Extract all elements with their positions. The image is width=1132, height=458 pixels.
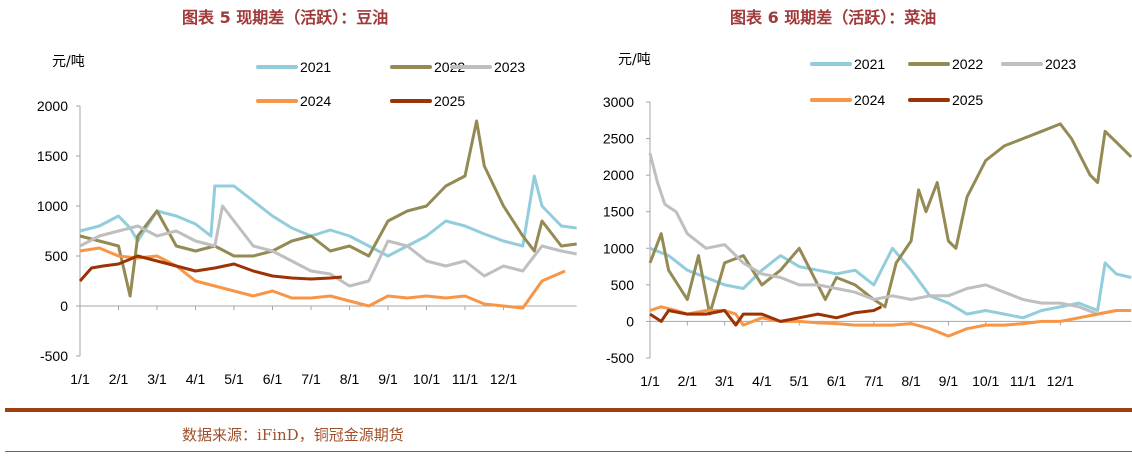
c0-series-line-2024 [79, 246, 566, 310]
c0-x-tick-label: 2/1 [109, 371, 129, 387]
c0-series-line-2023 [79, 204, 577, 288]
c1-y-axis-unit: 元/吨 [618, 52, 651, 68]
c1-x-tick-label: 7/1 [864, 373, 884, 389]
divider [5, 408, 1132, 412]
c0-x-tick-label: 7/1 [301, 371, 321, 387]
c1-x-tick-label: 2/1 [678, 373, 698, 389]
c1-y-tick-label: 500 [611, 277, 635, 293]
c0-legend-label-2021: 2021 [300, 59, 331, 75]
c1-y-tick-label: -500 [606, 350, 634, 366]
c0-x-tick-label: 1/1 [70, 371, 90, 387]
c1-x-tick-label: 10/1 [972, 373, 999, 389]
chart-title-rapeseed-oil: 图表 6 现期差（活跃）：菜油 [730, 8, 937, 27]
c0-legend-label-2023: 2023 [494, 59, 525, 75]
c0-x-tick-label: 3/1 [147, 371, 167, 387]
c0-y-axis-unit: 元/吨 [52, 54, 85, 70]
c1-x-tick-label: 9/1 [939, 373, 959, 389]
c1-y-tick-label: 2000 [603, 167, 634, 183]
c1-legend-label-2023: 2023 [1045, 56, 1076, 72]
source-note: 数据来源：iFinD，铜冠金源期货 [182, 426, 404, 444]
c1-x-tick-label: 3/1 [715, 373, 735, 389]
c1-x-tick-label: 4/1 [752, 373, 772, 389]
c0-x-tick-label: 12/1 [490, 371, 517, 387]
c0-x-tick-label: 5/1 [224, 371, 244, 387]
c0-x-tick-label: 4/1 [186, 371, 206, 387]
c0-series-line-2025 [78, 254, 342, 282]
c0-y-tick-label: 1000 [37, 198, 68, 214]
c0-y-tick-label: -500 [40, 348, 68, 364]
c0-x-tick-label: 11/1 [452, 371, 478, 387]
c0-y-tick-label: 500 [45, 248, 69, 264]
c0-x-tick-label: 10/1 [413, 371, 440, 387]
c0-series-line-2022 [79, 119, 577, 298]
c1-x-tick-label: 12/1 [1047, 373, 1074, 389]
c1-series-line-2022 [648, 122, 1132, 316]
c1-legend-label-2022: 2022 [952, 56, 983, 72]
c1-y-tick-label: 1000 [603, 240, 634, 256]
c0-x-tick-label: 9/1 [378, 371, 398, 387]
c1-x-tick-label: 8/1 [901, 373, 921, 389]
c1-legend-label-2024: 2024 [854, 92, 885, 108]
c1-y-tick-label: 3000 [603, 94, 634, 110]
c1-y-tick-label: 2500 [603, 131, 634, 147]
c1-series-line-2025 [649, 305, 882, 327]
c1-y-tick-label: 0 [626, 313, 634, 329]
divider [5, 451, 1132, 452]
c1-x-tick-label: 11/1 [1010, 373, 1036, 389]
c1-x-tick-label: 6/1 [827, 373, 847, 389]
c1-x-tick-label: 5/1 [789, 373, 809, 389]
chart-title-soybean-oil: 图表 5 现期差（活跃）：豆油 [182, 8, 389, 27]
c0-x-tick-label: 6/1 [263, 371, 283, 387]
c0-y-tick-label: 1500 [37, 148, 68, 164]
c0-legend-label-2025: 2025 [434, 93, 465, 109]
c1-legend-label-2025: 2025 [952, 92, 983, 108]
c0-y-tick-label: 0 [60, 298, 68, 314]
c0-legend-label-2022: 2022 [434, 59, 465, 75]
c0-y-tick-label: 2000 [37, 98, 68, 114]
c1-x-tick-label: 1/1 [640, 373, 660, 389]
c1-y-tick-label: 1500 [603, 204, 634, 220]
c1-series-line-2023 [648, 152, 1117, 316]
c0-legend-label-2024: 2024 [300, 93, 331, 109]
c1-legend-label-2021: 2021 [854, 56, 885, 72]
c0-x-tick-label: 8/1 [340, 371, 360, 387]
